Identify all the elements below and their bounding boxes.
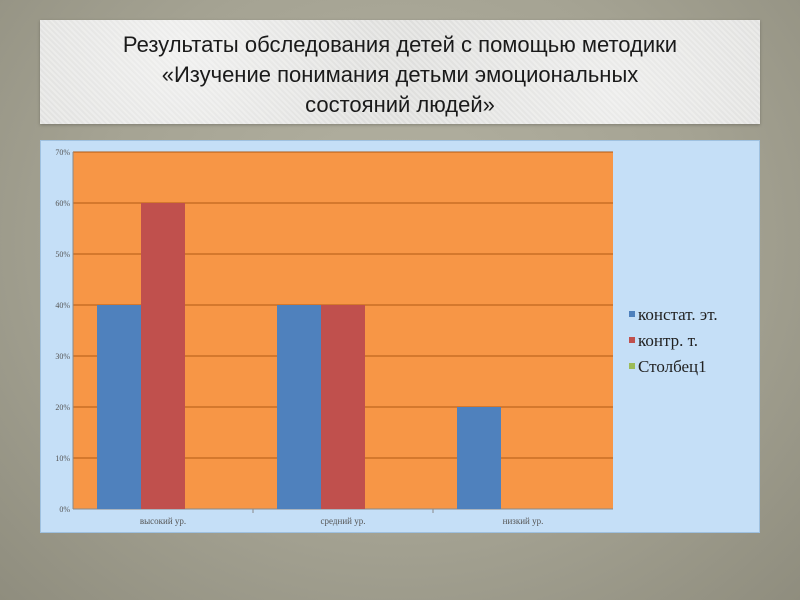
bar [141, 203, 185, 509]
x-category-label: высокий ур. [140, 516, 186, 526]
bar [277, 305, 321, 509]
y-tick-label: 30% [55, 352, 70, 361]
y-tick-label: 40% [55, 301, 70, 310]
y-tick-label: 0% [59, 505, 70, 514]
y-tick-label: 50% [55, 250, 70, 259]
legend-swatch [629, 363, 635, 369]
x-category-label: низкий ур. [503, 516, 544, 526]
x-category-label: средний ур. [321, 516, 366, 526]
legend-label: констат. эт. [638, 305, 718, 324]
bar [457, 407, 501, 509]
legend-swatch [629, 337, 635, 343]
bar-chart: 0% 10% 20% 30% 40% 50% 60% 70% высокий ур. средни… [55, 148, 718, 526]
chart-area: 0% 10% 20% 30% 40% 50% 60% 70% высокий ур. средни… [40, 140, 760, 533]
slide-title-box: Результаты обследования детей с помощью … [40, 20, 760, 124]
y-tick-label: 10% [55, 454, 70, 463]
legend-swatch [629, 311, 635, 317]
slide-title-line-2: «Изучение понимания детьми эмоциональных [161, 62, 639, 87]
legend-label: Столбец1 [638, 357, 707, 376]
bar [97, 305, 141, 509]
slide-title-line-3: состояний людей» [305, 92, 495, 117]
y-tick-label: 60% [55, 199, 70, 208]
slide-title-line-1: Результаты обследования детей с помощью … [122, 32, 678, 57]
legend-label: контр. т. [638, 331, 698, 350]
y-tick-label: 20% [55, 403, 70, 412]
y-tick-label: 70% [55, 148, 70, 157]
bar [321, 305, 365, 509]
